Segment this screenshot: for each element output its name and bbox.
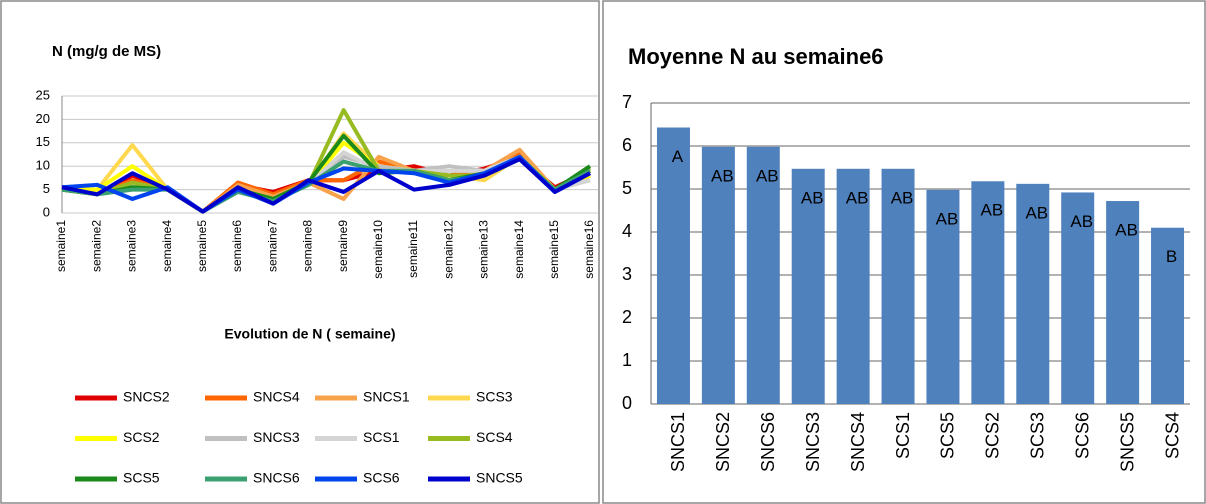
legend-label: SCS3 — [476, 389, 513, 405]
x-tick-label: semaine13 — [477, 220, 491, 279]
x-tick-label: semaine14 — [512, 220, 526, 279]
x-tick-label: semaine10 — [371, 220, 385, 279]
legend-label: SCS4 — [476, 429, 513, 445]
bar — [1061, 192, 1095, 404]
legend-label: SCS2 — [123, 429, 160, 445]
group-label: AB — [756, 166, 779, 185]
y-tick-label: 5 — [622, 178, 632, 198]
y-tick-label: 15 — [36, 134, 50, 149]
bar — [656, 127, 690, 404]
bar — [791, 168, 825, 404]
y-tick-label: 20 — [36, 111, 50, 126]
group-label: B — [1166, 247, 1177, 266]
legend-label: SNCS3 — [253, 429, 300, 445]
bar — [836, 168, 870, 404]
group-label: AB — [936, 209, 959, 228]
x-tick-label: SCS2 — [983, 412, 1003, 459]
bar — [926, 189, 960, 404]
x-axis-title: Evolution de N ( semaine) — [224, 326, 395, 342]
x-tick-label: semaine12 — [441, 220, 455, 279]
x-tick-label: semaine9 — [336, 220, 350, 272]
x-tick-label: semaine5 — [195, 220, 209, 272]
group-label: AB — [1025, 203, 1048, 222]
y-tick-label: 7 — [622, 92, 632, 112]
x-tick-label: SNCS5 — [1117, 412, 1137, 472]
x-tick-label: SNCS2 — [713, 412, 733, 472]
y-tick-label: 2 — [622, 307, 632, 327]
legend-label: SCS5 — [123, 470, 160, 486]
legend-label: SCS6 — [363, 470, 400, 486]
x-tick-label: SCS5 — [938, 412, 958, 459]
bar — [701, 146, 735, 405]
x-tick-label: semaine8 — [301, 220, 315, 272]
x-tick-label: semaine7 — [265, 220, 279, 272]
bar — [746, 146, 780, 405]
x-tick-label: semaine16 — [582, 220, 596, 279]
bar — [881, 168, 915, 404]
x-tick-label: SCS4 — [1162, 412, 1182, 459]
bar — [1106, 201, 1140, 404]
x-tick-label: semaine3 — [125, 220, 139, 272]
x-tick-label: SNCS6 — [758, 412, 778, 472]
group-label: AB — [891, 188, 914, 207]
x-tick-label: semaine6 — [230, 220, 244, 272]
y-tick-label: 6 — [622, 135, 632, 155]
line-title: N (mg/g de MS) — [52, 43, 161, 60]
x-tick-label: semaine15 — [547, 220, 561, 279]
group-label: AB — [1070, 212, 1093, 231]
y-tick-label: 0 — [43, 204, 50, 219]
legend-label: SCS1 — [363, 429, 400, 445]
group-label: A — [672, 147, 684, 166]
x-tick-label: semaine4 — [160, 220, 174, 272]
group-label: AB — [801, 188, 824, 207]
y-tick-label: 4 — [622, 221, 632, 241]
x-tick-label: SCS1 — [893, 412, 913, 459]
left-panel — [0, 0, 600, 504]
group-label: AB — [711, 166, 734, 185]
y-tick-label: 3 — [622, 264, 632, 284]
group-label: AB — [981, 201, 1004, 220]
y-tick-label: 5 — [43, 181, 50, 196]
y-tick-label: 1 — [622, 350, 632, 370]
legend-label: SNCS6 — [253, 470, 300, 486]
legend-label: SNCS2 — [123, 389, 170, 405]
group-label: AB — [846, 188, 869, 207]
y-tick-label: 0 — [622, 393, 632, 413]
series-line — [61, 154, 591, 214]
x-tick-label: SNCS3 — [803, 412, 823, 472]
x-tick-label: SCS6 — [1072, 412, 1092, 459]
bar — [1151, 227, 1185, 404]
x-tick-label: SNCS4 — [848, 412, 868, 472]
bar — [1016, 183, 1050, 404]
x-tick-label: semaine11 — [406, 220, 420, 278]
y-tick-label: 10 — [36, 158, 50, 173]
bar-title: Moyenne N au semaine6 — [628, 44, 884, 69]
bar — [971, 181, 1005, 404]
x-tick-label: SNCS1 — [668, 412, 688, 472]
y-tick-label: 25 — [36, 87, 50, 102]
series-line — [61, 157, 591, 214]
legend-label: SNCS4 — [253, 389, 300, 405]
legend-label: SNCS1 — [363, 389, 410, 405]
x-tick-label: semaine2 — [89, 220, 103, 272]
x-tick-label: semaine1 — [54, 220, 68, 272]
x-tick-label: SCS3 — [1028, 412, 1048, 459]
legend-label: SNCS5 — [476, 470, 523, 486]
group-label: AB — [1115, 221, 1138, 240]
